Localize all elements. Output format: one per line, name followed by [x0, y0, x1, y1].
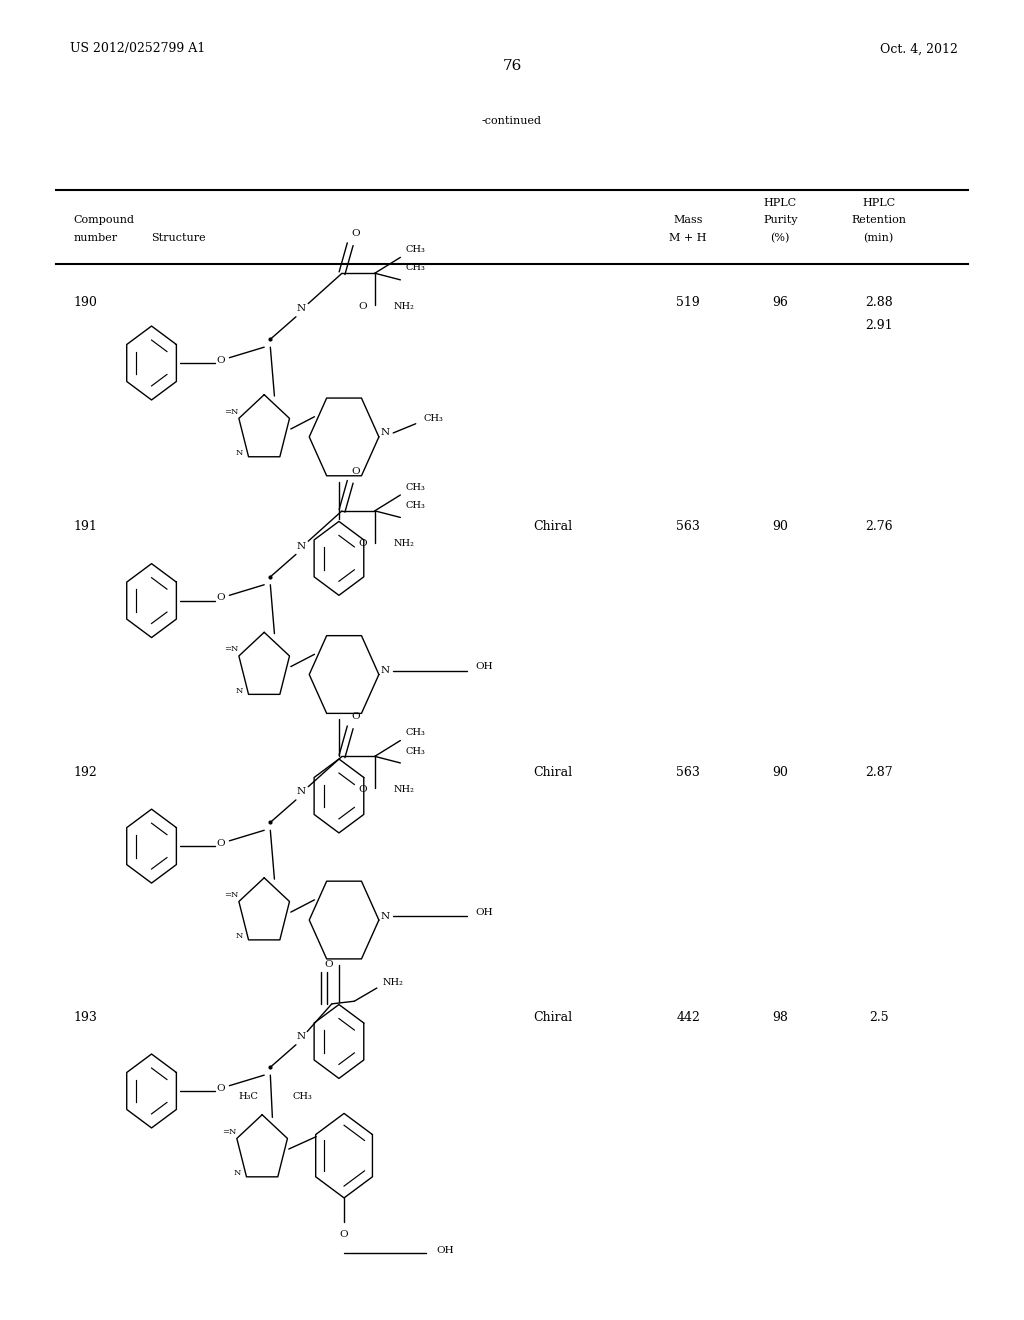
Text: (%): (%) — [771, 232, 790, 243]
Text: O: O — [217, 594, 225, 602]
Text: 2.87: 2.87 — [865, 766, 892, 779]
Text: N: N — [236, 449, 243, 457]
Text: 2.76: 2.76 — [865, 520, 892, 533]
Text: 192: 192 — [74, 766, 97, 779]
Text: CH₃: CH₃ — [406, 747, 425, 755]
Text: M + H: M + H — [670, 232, 707, 243]
Text: Chiral: Chiral — [534, 1011, 572, 1024]
Text: N: N — [381, 667, 389, 675]
Text: N: N — [381, 429, 389, 437]
Text: (min): (min) — [863, 232, 894, 243]
Text: O: O — [340, 1230, 348, 1239]
Text: 519: 519 — [676, 296, 700, 309]
Text: Chiral: Chiral — [534, 766, 572, 779]
Text: NH₂: NH₂ — [383, 978, 403, 987]
Text: =N: =N — [224, 891, 239, 899]
Text: 98: 98 — [772, 1011, 788, 1024]
Text: 2.5: 2.5 — [868, 1011, 889, 1024]
Text: Retention: Retention — [851, 215, 906, 226]
Text: Compound: Compound — [74, 215, 135, 226]
Text: Chiral: Chiral — [534, 520, 572, 533]
Text: 442: 442 — [676, 1011, 700, 1024]
Text: -continued: -continued — [482, 116, 542, 127]
Text: 2.91: 2.91 — [865, 319, 892, 333]
Text: O: O — [358, 785, 367, 793]
Text: HPLC: HPLC — [764, 198, 797, 209]
Text: OH: OH — [436, 1246, 454, 1255]
Text: 193: 193 — [74, 1011, 97, 1024]
Text: CH₃: CH₃ — [406, 246, 425, 253]
Text: 96: 96 — [772, 296, 788, 309]
Text: NH₂: NH₂ — [393, 540, 414, 548]
Text: O: O — [325, 960, 333, 969]
Text: NH₂: NH₂ — [393, 302, 414, 310]
Text: 90: 90 — [772, 520, 788, 533]
Text: CH₃: CH₃ — [293, 1092, 312, 1101]
Text: OH: OH — [475, 663, 493, 671]
Text: CH₃: CH₃ — [424, 414, 443, 422]
Text: O: O — [217, 356, 225, 364]
Text: HPLC: HPLC — [862, 198, 895, 209]
Text: Purity: Purity — [763, 215, 798, 226]
Text: Oct. 4, 2012: Oct. 4, 2012 — [880, 42, 957, 55]
Text: number: number — [74, 232, 118, 243]
Text: N: N — [297, 305, 305, 313]
Text: CH₃: CH₃ — [406, 483, 425, 491]
Text: 563: 563 — [676, 766, 700, 779]
Text: NH₂: NH₂ — [393, 785, 414, 793]
Text: 190: 190 — [74, 296, 97, 309]
Text: US 2012/0252799 A1: US 2012/0252799 A1 — [70, 42, 205, 55]
Text: 76: 76 — [503, 59, 521, 73]
Text: N: N — [233, 1170, 241, 1177]
Text: O: O — [217, 1084, 225, 1093]
Text: CH₃: CH₃ — [406, 502, 425, 510]
Text: 2.88: 2.88 — [864, 296, 893, 309]
Text: CH₃: CH₃ — [406, 729, 425, 737]
Text: Structure: Structure — [152, 232, 206, 243]
Text: N: N — [381, 912, 389, 920]
Text: OH: OH — [475, 908, 493, 916]
Text: N: N — [297, 543, 305, 550]
Text: N: N — [297, 1032, 305, 1041]
Text: 563: 563 — [676, 520, 700, 533]
Text: O: O — [358, 540, 367, 548]
Text: N: N — [297, 788, 305, 796]
Text: O: O — [351, 230, 359, 238]
Text: =N: =N — [224, 645, 239, 653]
Text: 191: 191 — [74, 520, 97, 533]
Text: O: O — [217, 840, 225, 847]
Text: Mass: Mass — [674, 215, 702, 226]
Text: =N: =N — [224, 408, 239, 416]
Text: N: N — [236, 932, 243, 940]
Text: H₃C: H₃C — [239, 1092, 258, 1101]
Text: O: O — [351, 713, 359, 721]
Text: O: O — [358, 302, 367, 310]
Text: O: O — [351, 467, 359, 475]
Text: =N: =N — [222, 1127, 237, 1137]
Text: CH₃: CH₃ — [406, 264, 425, 272]
Text: 90: 90 — [772, 766, 788, 779]
Text: N: N — [236, 686, 243, 694]
